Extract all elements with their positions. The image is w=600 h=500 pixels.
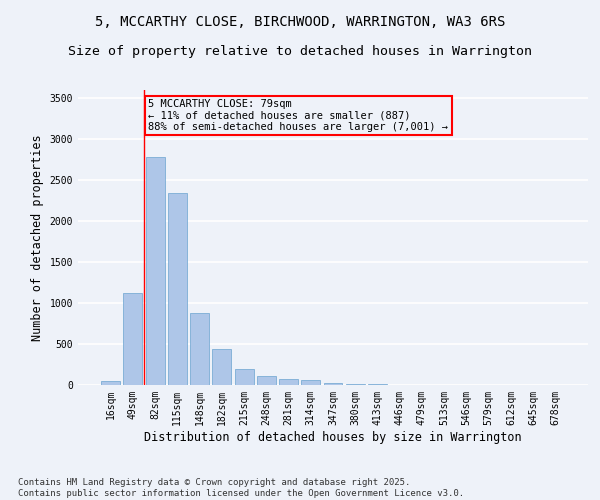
Bar (168, 193, 187, 385)
Text: Contains HM Land Registry data © Crown copyright and database right 2025.
Contai: Contains HM Land Registry data © Crown c… (18, 478, 464, 498)
Text: 5 MCCARTHY CLOSE: 79sqm
← 11% of detached houses are smaller (887)
88% of semi-d: 5 MCCARTHY CLOSE: 79sqm ← 11% of detache… (148, 99, 448, 132)
Bar (301, 380, 320, 385)
Bar (101, 381, 120, 385)
Bar (212, 349, 231, 385)
Y-axis label: Number of detached properties: Number of detached properties (31, 134, 44, 341)
Bar (323, 382, 343, 385)
Bar (257, 376, 276, 385)
Text: Size of property relative to detached houses in Warrington: Size of property relative to detached ho… (68, 45, 532, 58)
Bar (279, 379, 298, 385)
Bar (124, 293, 142, 385)
Bar (146, 157, 164, 385)
Bar (190, 313, 209, 385)
Bar (235, 368, 254, 385)
X-axis label: Distribution of detached houses by size in Warrington: Distribution of detached houses by size … (144, 430, 522, 444)
Text: 5, MCCARTHY CLOSE, BIRCHWOOD, WARRINGTON, WA3 6RS: 5, MCCARTHY CLOSE, BIRCHWOOD, WARRINGTON… (95, 15, 505, 29)
Bar (346, 384, 365, 385)
Bar (368, 384, 387, 385)
